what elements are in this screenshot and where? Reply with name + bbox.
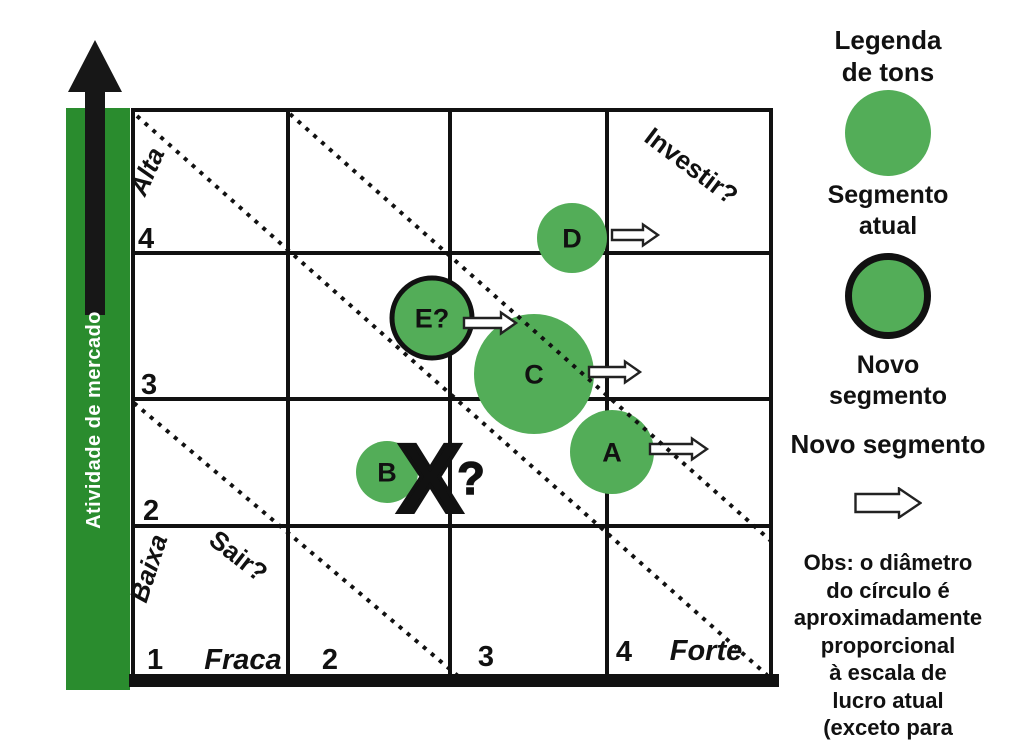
exit-zone-label: Sair? (204, 524, 274, 588)
legend-panel: Legenda de tons Segmento atual Novo segm… (768, 0, 1008, 744)
invest-zone-label: Investir? (639, 121, 744, 210)
segment-circle-d (537, 203, 607, 273)
axis-labels: 4 3 2 1 2 3 4 Fraca Forte Alta Baixa (123, 143, 743, 676)
x-axis-strong-label: Forte (670, 635, 743, 667)
current-segment-circle-icon (845, 90, 931, 176)
segment-circle-c (474, 314, 594, 434)
delete-segment-marker: X ? (396, 422, 486, 535)
y-tick-4: 4 (138, 223, 154, 255)
y-axis-low-label: Baixa (123, 531, 173, 606)
x-axis-weak-label: Fraca (204, 644, 281, 676)
y-axis-title: Atividade de mercado (83, 311, 105, 529)
y-tick-1: 1 (147, 644, 163, 676)
segment-label-a: A (602, 438, 622, 468)
segment-label-e: E? (415, 304, 450, 334)
segment-label-d: D (562, 224, 582, 254)
new-segment-arrow-icon (854, 487, 922, 519)
segment-label-b: B (377, 458, 397, 488)
new-segment-label: Novo segmento (828, 351, 948, 410)
x-tick-4: 4 (616, 636, 632, 668)
diagonal-lower (132, 401, 460, 678)
new-segment-arrow-label: Novo segmento (790, 429, 986, 459)
legend-note: Obs: o diâmetro do círculo é aproximadam… (793, 550, 983, 740)
question-mark: ? (457, 453, 485, 504)
zone-boundary-lines (132, 112, 773, 678)
y-tick-2: 2 (143, 495, 159, 527)
segment-a: A (570, 410, 710, 494)
market-activity-axis: Atividade de mercado (66, 40, 130, 690)
segment-d: D (537, 203, 661, 273)
new-segment-circle-icon (845, 253, 931, 339)
y-tick-3: 3 (141, 369, 157, 401)
x-axis-baseline (129, 674, 779, 687)
movement-arrow-icon (587, 359, 643, 385)
zone-annotations: Investir? Sair? (204, 121, 744, 588)
diagonal-middle (135, 114, 769, 677)
x-tick-3: 3 (478, 641, 494, 673)
matrix-grid (129, 108, 779, 687)
diagonal-upper (288, 112, 773, 543)
segment-circle-b (356, 441, 418, 503)
movement-arrow-icon (610, 222, 661, 248)
x-tick-2: 2 (322, 644, 338, 676)
current-segment-label: Segmento atual (827, 181, 949, 240)
movement-arrow-icon (462, 310, 519, 336)
segment-label-c: C (524, 360, 544, 390)
up-arrow-head-icon (68, 40, 122, 92)
segment-circle-a (570, 410, 654, 494)
legend-title: Legenda de tons (834, 25, 942, 87)
up-arrow-shaft (85, 88, 105, 315)
segments-layer: D C A B E? (356, 203, 710, 503)
x-mark: X (398, 424, 463, 533)
movement-arrow-icon (648, 436, 710, 462)
segment-b: B (356, 441, 418, 503)
segment-e: E? (389, 275, 519, 361)
segment-c: C (474, 314, 643, 434)
